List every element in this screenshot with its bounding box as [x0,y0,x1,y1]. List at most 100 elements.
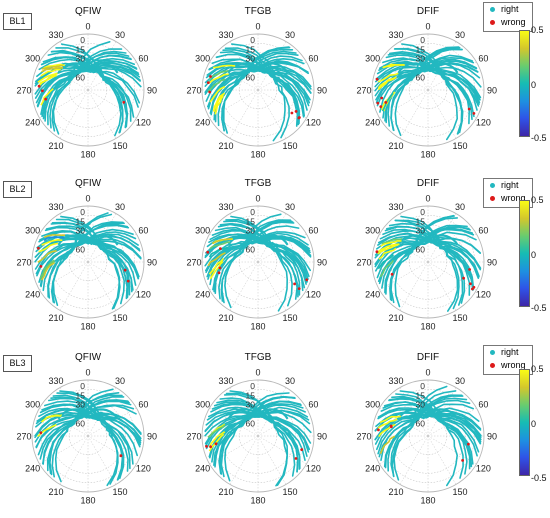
elevation-tick-label: 30 [246,400,256,410]
point-wrong [297,287,301,290]
azimuth-spoke [399,387,429,437]
azimuth-spoke [87,89,117,139]
track-right [212,221,294,291]
track-right [394,46,460,136]
azimuth-spoke [87,435,137,465]
azimuth-tick-label: 150 [452,487,467,497]
elevation-tick-label: 30 [76,54,86,64]
track-residual [40,414,62,423]
azimuth-tick-label: 180 [80,496,95,506]
elevation-tick-label: 15 [246,44,256,54]
colorbar-row3 [519,369,530,476]
elevation-ring [201,33,315,147]
elevation-ring [31,379,145,493]
elevation-tick-label: 15 [246,216,256,226]
track-residual [379,435,396,455]
elevation-tick-label: 0 [80,381,85,391]
elevation-tick-label: 60 [416,418,426,428]
point-wrong [472,285,476,289]
azimuth-tick-label: 330 [388,30,403,40]
track-residual [43,63,65,69]
elevation-tick-label: 15 [76,44,86,54]
track-right [397,234,459,246]
track-right [227,62,289,74]
azimuth-tick-label: 240 [365,290,380,300]
azimuth-tick-label: 300 [195,400,210,410]
azimuth-tick-label: 150 [282,313,297,323]
track-right [227,234,289,246]
track-right [55,47,122,137]
azimuth-tick-label: 240 [195,464,210,474]
point-wrong [375,250,379,254]
azimuth-spoke [87,387,117,437]
azimuth-tick-label: 60 [478,54,488,64]
azimuth-tick-label: 300 [25,54,40,64]
elevation-tick-label: 60 [76,244,86,254]
track-right [217,46,290,127]
track-residual [43,234,65,239]
point-wrong [205,445,208,448]
azimuth-tick-label: 120 [306,464,321,474]
azimuth-tick-label: 150 [282,141,297,151]
point-wrong [300,448,304,451]
azimuth-tick-label: 30 [455,30,465,40]
azimuth-tick-label: 300 [365,54,380,64]
azimuth-tick-label: 240 [25,118,40,128]
track-residual [208,73,229,84]
track-right [41,229,140,279]
azimuth-tick-label: 150 [452,141,467,151]
point-wrong [122,100,126,104]
track-right [227,408,289,420]
track-residual [213,64,236,69]
track-residual [383,63,405,69]
point-wrong [290,111,294,115]
point-wrong [293,282,296,286]
azimuth-tick-label: 150 [112,487,127,497]
track-right [35,235,137,286]
legend-wrong-label: wrong [501,17,526,27]
azimuth-tick-label: 0 [85,368,90,378]
legend-right-label: right [501,180,519,190]
legend-right-label: right [501,4,519,14]
colorbar-tick-zero: 0 [531,419,537,429]
wrong-marker-icon [490,196,495,201]
right-marker-icon [490,183,495,188]
azimuth-tick-label: 0 [255,22,260,32]
elevation-ring [41,215,135,309]
track-right [395,393,473,468]
azimuth-spoke [427,261,457,311]
point-wrong [206,250,210,254]
azimuth-tick-label: 210 [388,313,403,323]
azimuth-spoke [399,89,429,139]
point-wrong [472,112,476,115]
track-right [214,226,308,283]
azimuth-spoke [59,435,89,485]
track-right [397,62,459,74]
azimuth-tick-label: 300 [195,54,210,64]
track-right [219,395,296,475]
track-residual [377,72,399,83]
azimuth-spoke [379,261,429,291]
track-right [219,222,306,289]
wrong-marker-icon [490,20,495,25]
azimuth-tick-label: 240 [365,118,380,128]
colorbar-row1 [519,30,530,137]
track-residual [209,261,224,280]
elevation-ring [201,205,315,319]
azimuth-tick-label: 150 [112,313,127,323]
point-wrong [469,282,472,286]
point-wrong [389,425,393,429]
wrong-marker-icon [490,363,495,368]
elevation-tick-label: 15 [416,390,426,400]
track-residual [377,418,398,429]
azimuth-tick-label: 120 [136,290,151,300]
track-right [224,47,290,139]
subplot-title: TFGB [245,178,272,189]
azimuth-spoke [209,61,259,91]
azimuth-spoke [427,435,477,465]
track-residual [37,250,57,263]
azimuth-spoke [399,435,429,485]
